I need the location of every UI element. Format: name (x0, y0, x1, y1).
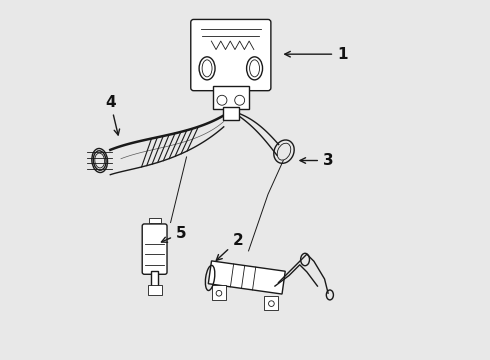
FancyBboxPatch shape (142, 224, 167, 274)
Bar (212, 285, 226, 300)
Text: 5: 5 (161, 226, 187, 242)
Bar (264, 296, 278, 310)
Text: 3: 3 (300, 153, 334, 168)
Text: 1: 1 (285, 47, 348, 62)
Bar (151, 219, 159, 238)
FancyBboxPatch shape (191, 19, 271, 91)
Bar (223, 107, 239, 120)
Bar (148, 218, 161, 222)
Bar (147, 285, 162, 295)
Text: 4: 4 (105, 95, 120, 135)
Bar (213, 86, 248, 109)
Bar (151, 271, 158, 286)
Polygon shape (208, 261, 285, 294)
Text: 2: 2 (216, 233, 244, 260)
